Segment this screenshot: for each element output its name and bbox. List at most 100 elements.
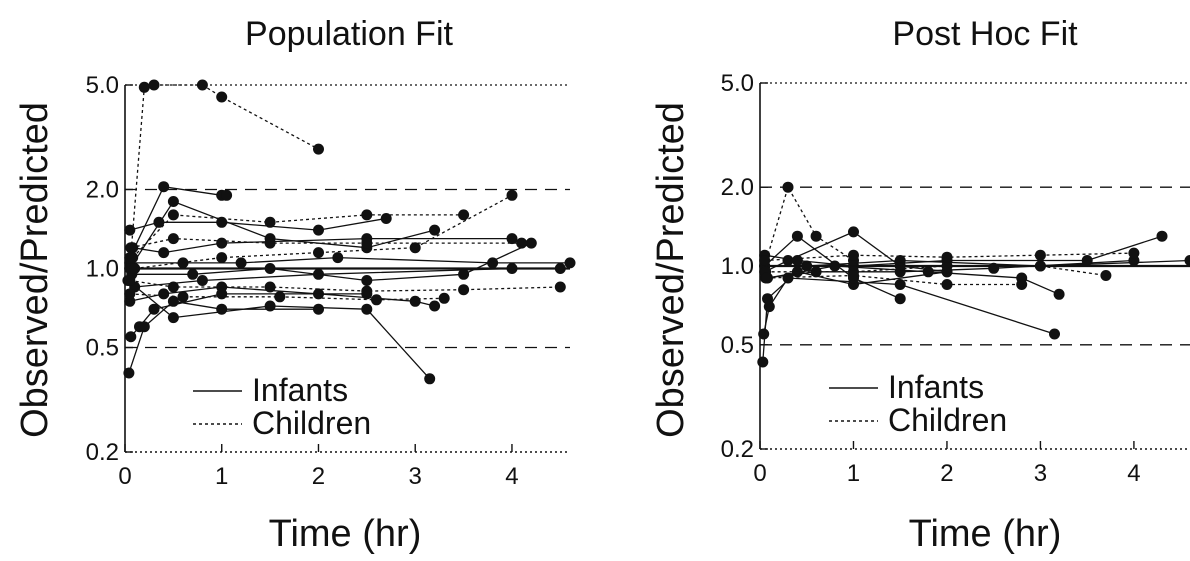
data-point <box>127 252 139 264</box>
infants-series-line <box>130 293 367 338</box>
data-point <box>138 81 150 93</box>
data-point <box>409 242 421 254</box>
data-point <box>313 247 324 259</box>
children-series-line <box>764 185 854 267</box>
data-point <box>1081 255 1093 266</box>
data-point <box>216 303 228 315</box>
data-point <box>124 275 136 286</box>
data-point <box>167 295 179 307</box>
population-fit-panel: Population Fit Observed/Predicted Time (… <box>14 15 576 555</box>
data-point <box>196 79 208 91</box>
y-tick-label: 5.0 <box>721 70 754 97</box>
infants-series-line <box>763 277 1055 335</box>
x-tick-label: 1 <box>847 460 860 487</box>
data-point <box>1034 249 1046 261</box>
data-point <box>124 224 136 236</box>
y-tick-label: 1.0 <box>86 256 119 283</box>
x-tick-label: 2 <box>312 463 325 490</box>
plot-area: 0.2 0.5 1.0 2.0 5.0 0 1 2 3 4 <box>86 72 576 490</box>
legend-label-infants: Infants <box>888 369 984 405</box>
chart-title: Post Hoc Fit <box>892 15 1078 53</box>
data-point <box>1128 247 1140 259</box>
data-point <box>125 242 137 254</box>
legend-label-children: Children <box>252 405 371 441</box>
data-point <box>158 247 170 259</box>
data-point <box>235 257 247 269</box>
data-point <box>361 303 373 315</box>
data-point <box>158 288 170 300</box>
data-point <box>458 209 470 221</box>
data-point <box>409 295 421 307</box>
data-point <box>506 189 518 201</box>
y-tick-label: 5.0 <box>86 72 119 99</box>
data-point <box>148 79 160 91</box>
data-point <box>216 288 228 300</box>
y-tick-label: 2.0 <box>721 174 754 201</box>
y-tick-label: 0.5 <box>721 332 754 359</box>
children-series-line <box>766 274 1022 286</box>
data-point <box>313 143 324 155</box>
data-point <box>153 216 165 228</box>
data-point <box>762 293 773 305</box>
data-point <box>380 213 392 224</box>
legend: Infants Children <box>193 372 371 441</box>
data-point <box>216 91 228 103</box>
chart-title: Population Fit <box>245 15 453 53</box>
data-point <box>941 251 953 263</box>
data-point <box>829 260 841 272</box>
data-point <box>506 263 518 274</box>
plot-area: 0.2 0.5 1.0 2.0 5.0 0 1 2 3 4 <box>721 70 1190 487</box>
data-point <box>429 300 441 312</box>
x-tick-label: 0 <box>753 460 766 487</box>
data-point <box>458 284 470 296</box>
data-point <box>123 367 135 379</box>
data-point <box>1156 230 1168 242</box>
x-tick-label: 1 <box>215 463 228 490</box>
children-series-line <box>129 84 319 269</box>
data-point <box>801 260 813 272</box>
data-point <box>361 285 373 297</box>
x-tick-label: 0 <box>118 463 131 490</box>
x-axis-label: Time (hr) <box>909 513 1062 555</box>
data-point <box>125 331 137 343</box>
infants-series-line <box>764 235 1163 267</box>
data-point <box>221 189 233 201</box>
data-point <box>1100 270 1112 281</box>
data-point <box>138 321 150 333</box>
data-point <box>264 237 276 249</box>
legend-label-infants: Infants <box>252 372 348 408</box>
data-point <box>894 266 906 278</box>
x-tick-label: 3 <box>1034 460 1047 487</box>
data-point <box>148 303 160 315</box>
data-point <box>1184 255 1190 266</box>
data-point <box>525 237 537 249</box>
data-point <box>848 270 859 281</box>
data-point <box>158 181 170 193</box>
data-point <box>761 272 772 284</box>
data-point <box>848 249 859 261</box>
infants-series-line <box>767 265 1060 295</box>
children-series-line <box>129 279 561 292</box>
data-point <box>167 196 179 207</box>
data-point <box>988 262 1000 274</box>
data-point <box>167 312 179 324</box>
x-tick-label: 4 <box>505 463 518 490</box>
data-point <box>167 281 179 293</box>
data-point <box>516 237 528 249</box>
data-point <box>758 328 770 340</box>
data-point <box>941 279 953 290</box>
data-point <box>216 216 228 228</box>
y-axis-label: Observed/Predicted <box>650 102 692 438</box>
data-point <box>1034 260 1046 272</box>
data-point <box>564 257 576 269</box>
data-point <box>810 230 822 242</box>
infants-series-line <box>129 256 570 264</box>
data-point <box>264 263 276 274</box>
x-tick-label: 4 <box>1127 460 1140 487</box>
y-tick-label: 1.0 <box>721 253 754 280</box>
data-point <box>216 252 228 264</box>
data-point <box>782 255 794 266</box>
data-point <box>458 268 470 280</box>
data-point <box>438 292 450 304</box>
